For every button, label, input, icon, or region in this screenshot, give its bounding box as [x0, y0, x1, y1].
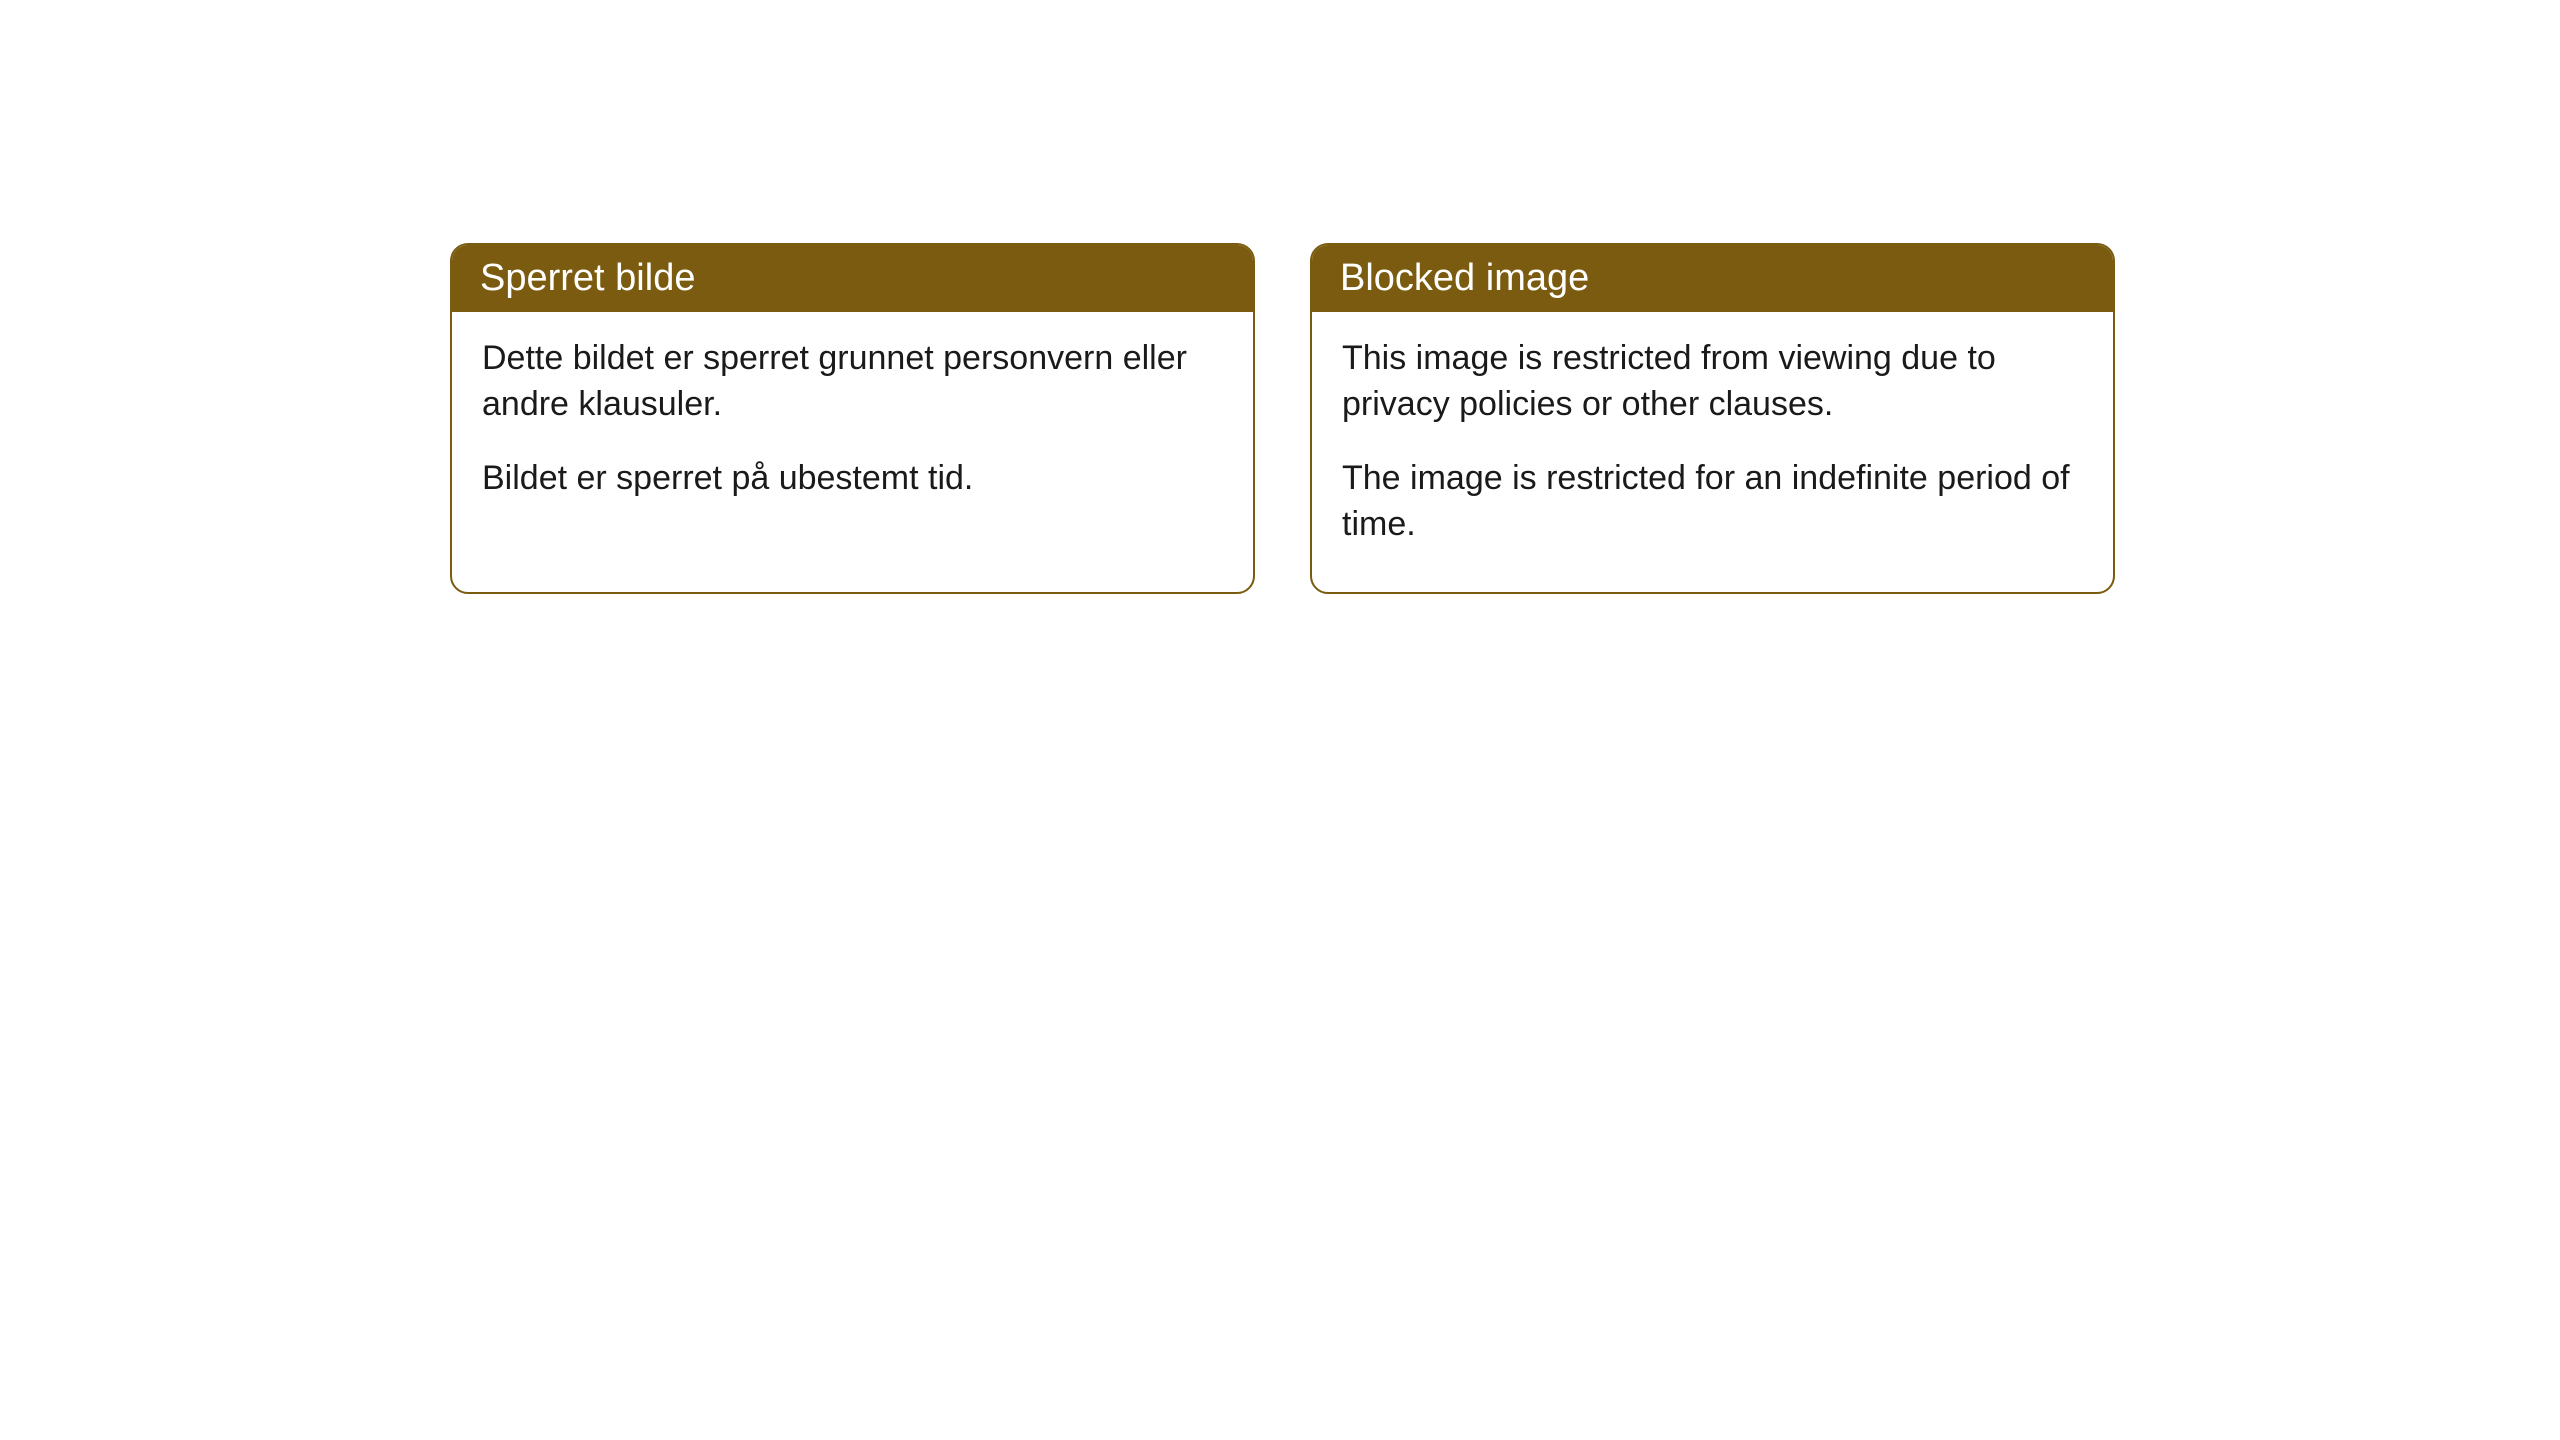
card-header-norwegian: Sperret bilde — [452, 245, 1253, 312]
card-paragraph: Dette bildet er sperret grunnet personve… — [482, 336, 1223, 428]
notice-cards-container: Sperret bilde Dette bildet er sperret gr… — [450, 243, 2115, 594]
card-title: Sperret bilde — [480, 257, 695, 299]
card-english: Blocked image This image is restricted f… — [1310, 243, 2115, 594]
card-paragraph: The image is restricted for an indefinit… — [1342, 456, 2083, 548]
card-body-english: This image is restricted from viewing du… — [1312, 312, 2113, 592]
card-paragraph: Bildet er sperret på ubestemt tid. — [482, 456, 1223, 502]
card-header-english: Blocked image — [1312, 245, 2113, 312]
card-paragraph: This image is restricted from viewing du… — [1342, 336, 2083, 428]
card-title: Blocked image — [1340, 257, 1589, 299]
card-norwegian: Sperret bilde Dette bildet er sperret gr… — [450, 243, 1255, 594]
card-body-norwegian: Dette bildet er sperret grunnet personve… — [452, 312, 1253, 546]
